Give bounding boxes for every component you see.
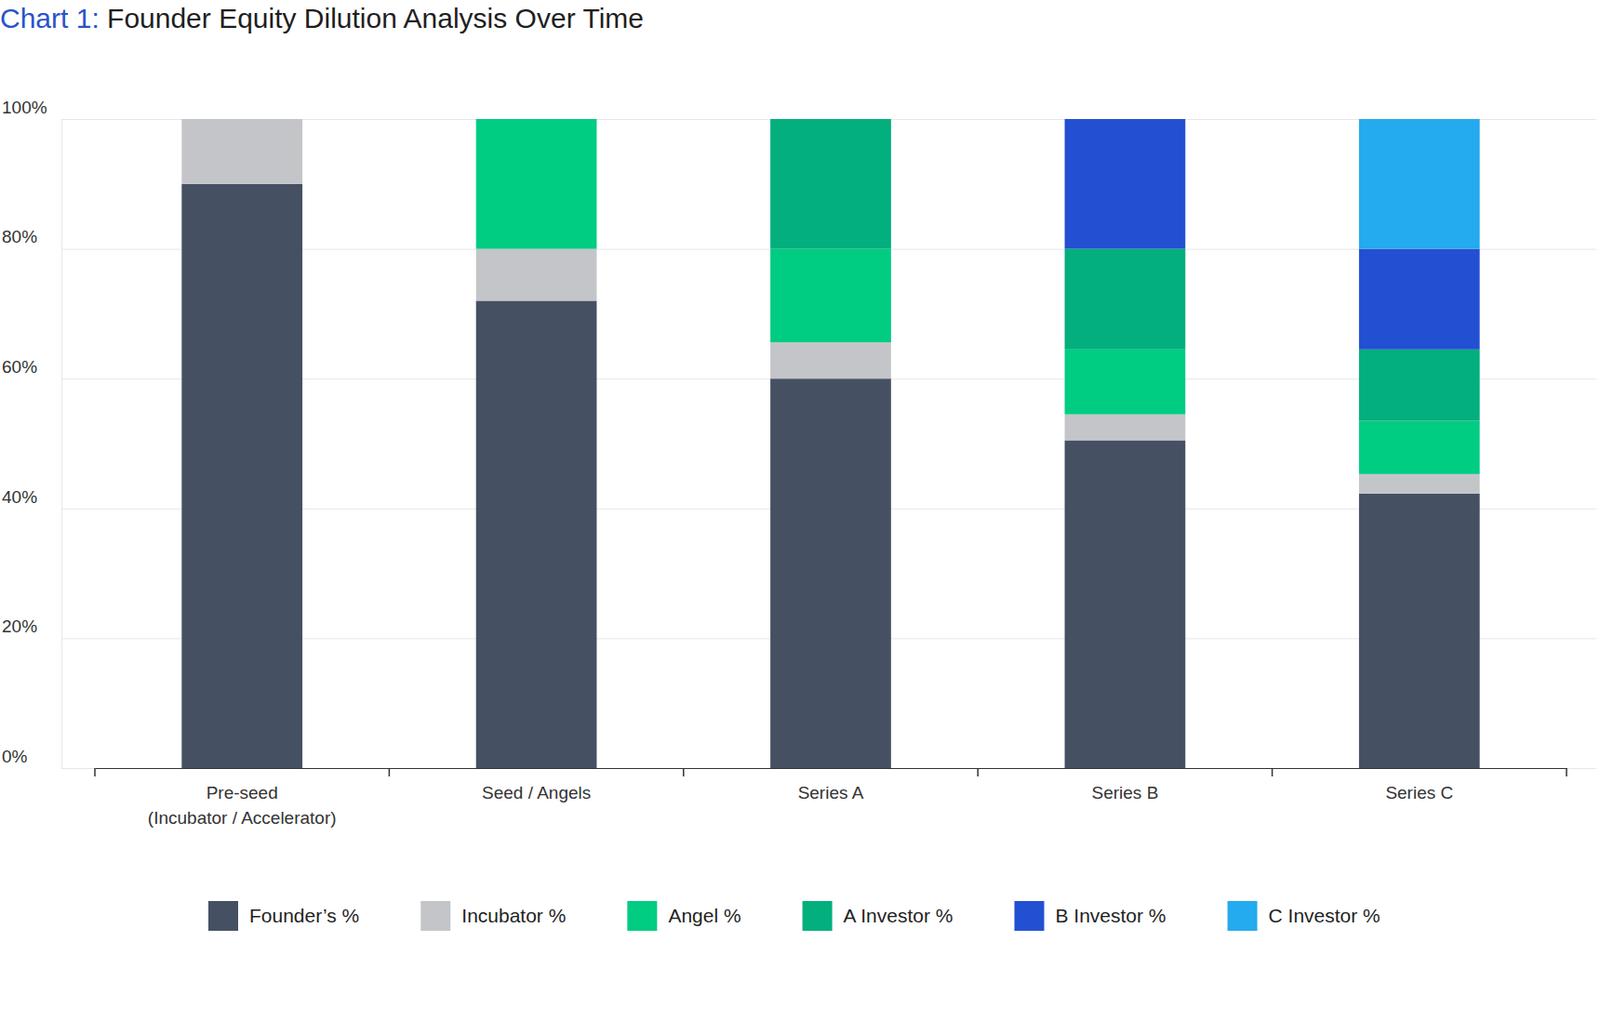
category-separator	[1565, 768, 1568, 777]
bar-segment	[770, 378, 892, 769]
x-tick-label: Seed / Angels	[481, 783, 591, 803]
category-separator	[976, 768, 979, 777]
x-tick: Series B	[1091, 768, 1159, 803]
legend-label: Incubator %	[461, 905, 566, 927]
x-axis-line	[95, 768, 1568, 770]
y-axis-line	[62, 120, 1598, 770]
y-tick-label: 60%	[1, 357, 38, 377]
x-tick: Series A	[798, 768, 865, 803]
x-tick: Pre-seed (Incubator / Accelerator)	[147, 768, 337, 828]
legend: Founder’s % Incubator % Angel % A Investor …	[208, 901, 1381, 932]
legend-label: B Investor %	[1054, 905, 1166, 927]
legend-swatch	[420, 901, 451, 932]
bar-segment	[1359, 119, 1480, 250]
x-tick-label: Series C	[1385, 783, 1454, 803]
x-tick-label-line: Series B	[1091, 783, 1159, 803]
legend-item: Incubator %	[420, 901, 566, 932]
y-tick-label: 40%	[1, 487, 38, 507]
bar-segment	[1065, 119, 1187, 250]
bar-segment	[770, 249, 892, 344]
legend-swatch	[1227, 901, 1258, 932]
legend-swatch	[208, 901, 239, 932]
bar-segment	[1065, 249, 1187, 350]
bar-segment	[1065, 349, 1187, 415]
legend-label: Angel %	[667, 905, 741, 927]
y-tick-label: 100%	[1, 97, 48, 118]
legend-item: C Investor %	[1227, 901, 1381, 932]
x-tick-label-line: Series C	[1385, 783, 1454, 803]
y-tick: 100%	[1, 97, 1597, 120]
bar-segment	[181, 119, 303, 185]
bar-segment	[476, 249, 598, 302]
title-prefix: Chart 1:	[0, 2, 100, 34]
legend-label: Founder’s %	[249, 905, 360, 927]
legend-swatch	[626, 901, 657, 932]
bar-segment	[181, 184, 303, 769]
bar-segment	[1359, 421, 1480, 475]
x-tick-label-line: (Incubator / Accelerator)	[147, 808, 337, 828]
category-separator	[1271, 768, 1274, 777]
legend-swatch	[802, 901, 833, 932]
legend-item: B Investor %	[1013, 901, 1166, 932]
bar-segment	[770, 342, 892, 379]
bar-segment	[1359, 493, 1480, 769]
grid-line	[61, 768, 1597, 770]
x-tick-label-line: Pre-seed	[206, 783, 279, 803]
y-tick-label: 20%	[1, 616, 38, 637]
y-tick-label: 0%	[1, 746, 28, 767]
legend-item: Founder’s %	[208, 901, 360, 932]
bars	[181, 119, 1480, 769]
legend-item: Angel %	[626, 901, 741, 932]
x-tick-label-line: Series A	[798, 783, 865, 803]
title: Chart 1: Founder Equity Dilution Analysi…	[0, 2, 644, 34]
bar-segment	[1065, 440, 1187, 769]
bar-segment	[1359, 249, 1480, 350]
legend-label: C Investor %	[1268, 905, 1381, 927]
bar-segment	[1359, 474, 1480, 494]
x-tick-label: Pre-seed (Incubator / Accelerator)	[147, 783, 337, 828]
x-tick-label: Series B	[1091, 783, 1159, 803]
y-axis: 0% 20% 40% 60% 80% 100%	[1, 97, 1597, 770]
category-separator	[388, 768, 391, 777]
x-tick: Seed / Angels	[481, 768, 591, 803]
legend-label: A Investor %	[843, 905, 954, 927]
bar-segment	[476, 300, 598, 769]
bar-segment	[1359, 349, 1480, 422]
x-tick: Series C	[1385, 768, 1454, 803]
bar-segment	[476, 119, 598, 250]
y-tick-label: 80%	[1, 226, 38, 247]
bar-segment	[1065, 414, 1187, 441]
category-separator	[93, 768, 96, 777]
x-tick-label: Series A	[798, 783, 865, 803]
chart: Chart 1: Founder Equity Dilution Analysi…	[0, 0, 1600, 1034]
title-text: Founder Equity Dilution Analysis Over Ti…	[99, 2, 644, 34]
legend-swatch	[1013, 901, 1044, 932]
x-tick-label-line: Seed / Angels	[481, 783, 591, 803]
bar-segment	[770, 119, 892, 250]
legend-item: A Investor %	[802, 901, 954, 932]
category-separator	[682, 768, 685, 777]
x-axis: Pre-seed (Incubator / Accelerator) Seed / …	[94, 768, 1568, 828]
